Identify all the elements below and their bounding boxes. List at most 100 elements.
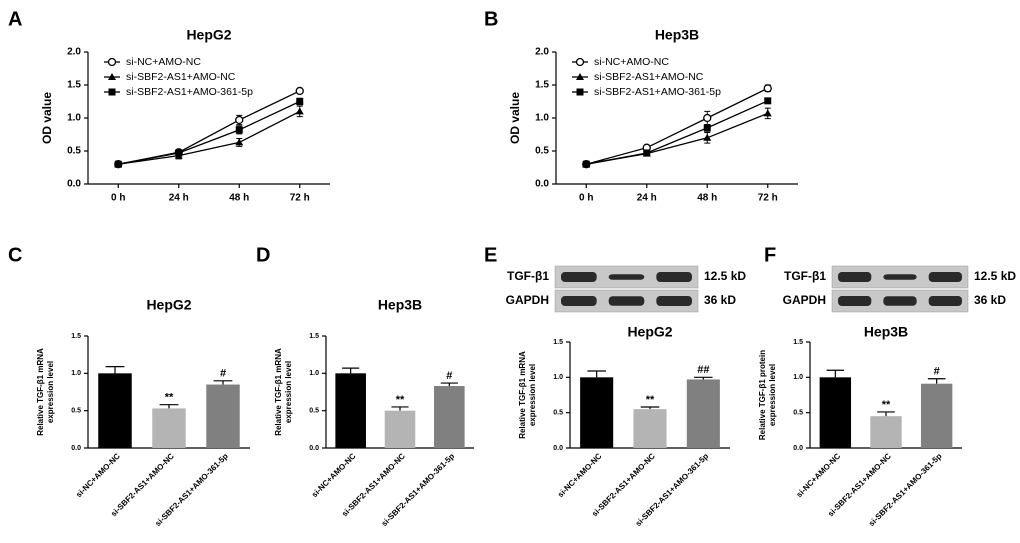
legend-label: si-NC+AMO-NC xyxy=(126,56,201,68)
y-axis-label: expression level xyxy=(528,364,537,426)
significance-label: ## xyxy=(697,364,709,376)
data-point xyxy=(703,124,711,132)
bar xyxy=(920,383,953,448)
y-tick-label: 0.5 xyxy=(553,410,563,417)
y-tick-label: 1.5 xyxy=(309,333,319,340)
error-bar xyxy=(440,382,458,387)
legend-marker xyxy=(107,57,117,67)
series-line xyxy=(118,100,301,165)
y-tick-label: 1.5 xyxy=(71,333,81,340)
legend-marker xyxy=(108,73,116,80)
legend-marker xyxy=(108,88,116,96)
bar xyxy=(384,410,416,448)
y-tick-label: 1.0 xyxy=(71,370,81,377)
chart-title: Hep3B xyxy=(864,324,908,340)
y-tick-label: 0.5 xyxy=(67,146,81,157)
blot-label: TGF-β1 xyxy=(784,269,826,283)
blot-band xyxy=(561,272,597,282)
y-tick-label: 0.0 xyxy=(71,445,81,452)
significance-label: ** xyxy=(396,394,405,406)
series-line xyxy=(586,87,769,165)
bar xyxy=(335,373,366,448)
panel-letter: E xyxy=(484,244,497,266)
y-tick-label: 0.0 xyxy=(553,445,563,452)
blot-size: 36 kD xyxy=(704,293,736,307)
chart-title: HepG2 xyxy=(186,27,231,43)
error-bar xyxy=(877,411,895,417)
x-tick-label: si-NC+AMO-NC xyxy=(74,451,122,499)
blot-band xyxy=(608,274,645,280)
blot-size: 12.5 kD xyxy=(974,269,1016,283)
x-tick-label: 0 h xyxy=(579,193,593,204)
y-tick-label: 0.0 xyxy=(309,445,319,452)
y-axis-label: expression level xyxy=(284,361,293,423)
significance-label: # xyxy=(934,366,940,378)
data-point xyxy=(235,138,244,146)
chart-title: HepG2 xyxy=(627,324,672,340)
series-line xyxy=(118,110,301,165)
panel-letter: C xyxy=(8,244,22,266)
error-bar xyxy=(159,404,179,409)
x-tick-label: si-NC+AMO-NC xyxy=(556,451,604,499)
legend-label: si-SBF2-AS1+AMO-361-5p xyxy=(126,86,253,98)
y-tick-label: 0.0 xyxy=(535,179,549,190)
error-bar xyxy=(213,380,233,385)
x-tick-label: si-NC+AMO-NC xyxy=(795,451,843,499)
chart-title: Hep3B xyxy=(378,297,422,313)
y-tick-label: 0.5 xyxy=(793,410,803,417)
bar xyxy=(580,377,614,448)
blot-band xyxy=(883,274,917,280)
data-point xyxy=(114,160,122,168)
x-tick-label: 24 h xyxy=(169,193,189,204)
significance-label: ** xyxy=(646,394,655,406)
data-point xyxy=(763,84,772,93)
significance-label: # xyxy=(446,370,452,382)
blot-band xyxy=(838,272,872,282)
y-tick-label: 2.0 xyxy=(535,47,549,58)
y-tick-label: 0.5 xyxy=(309,408,319,415)
blot-band xyxy=(928,296,962,306)
series-line xyxy=(118,90,301,165)
significance-label: ** xyxy=(165,392,174,404)
y-tick-label: 0.0 xyxy=(67,179,81,190)
x-tick-label: 24 h xyxy=(637,193,657,204)
bar xyxy=(152,408,186,448)
legend-label: si-NC+AMO-NC xyxy=(594,56,669,68)
bar xyxy=(434,386,465,448)
y-tick-label: 1.5 xyxy=(793,339,803,346)
error-bar xyxy=(927,378,946,384)
legend-label: si-SBF2-AS1+AMO-NC xyxy=(126,71,236,83)
y-tick-label: 1.5 xyxy=(535,80,549,91)
y-axis-label: OD value xyxy=(508,92,522,144)
legend-label: si-SBF2-AS1+AMO-361-5p xyxy=(594,86,721,98)
x-tick-label: 48 h xyxy=(697,193,717,204)
error-bar xyxy=(105,366,125,374)
y-tick-label: 1.0 xyxy=(793,374,803,381)
bar xyxy=(98,373,132,448)
legend-marker xyxy=(576,88,584,96)
panel-letter: D xyxy=(256,244,270,266)
y-tick-label: 0.5 xyxy=(71,408,81,415)
blot-label: GAPDH xyxy=(506,293,549,307)
data-point xyxy=(582,160,590,168)
y-tick-label: 1.5 xyxy=(67,80,81,91)
chart-title: HepG2 xyxy=(146,297,191,313)
y-axis-label: Relative TGF-β1 mRNA xyxy=(274,348,283,436)
y-tick-label: 1.0 xyxy=(553,374,563,381)
legend-label: si-SBF2-AS1+AMO-NC xyxy=(594,71,704,83)
data-point xyxy=(763,109,772,117)
data-point xyxy=(643,149,651,157)
data-point xyxy=(703,133,712,141)
blot-band xyxy=(838,296,872,306)
x-tick-label: 72 h xyxy=(290,193,310,204)
blot-size: 12.5 kD xyxy=(704,269,746,283)
series-line xyxy=(586,100,769,165)
panel-letter: A xyxy=(8,8,22,30)
x-tick-label: 72 h xyxy=(758,193,778,204)
y-axis-label: Relative TGF-β1 protein xyxy=(758,350,767,440)
blot-band xyxy=(883,296,917,306)
blot-label: TGF-β1 xyxy=(507,269,549,283)
error-bar xyxy=(826,369,845,378)
y-tick-label: 2.0 xyxy=(67,47,81,58)
bar xyxy=(819,377,852,448)
